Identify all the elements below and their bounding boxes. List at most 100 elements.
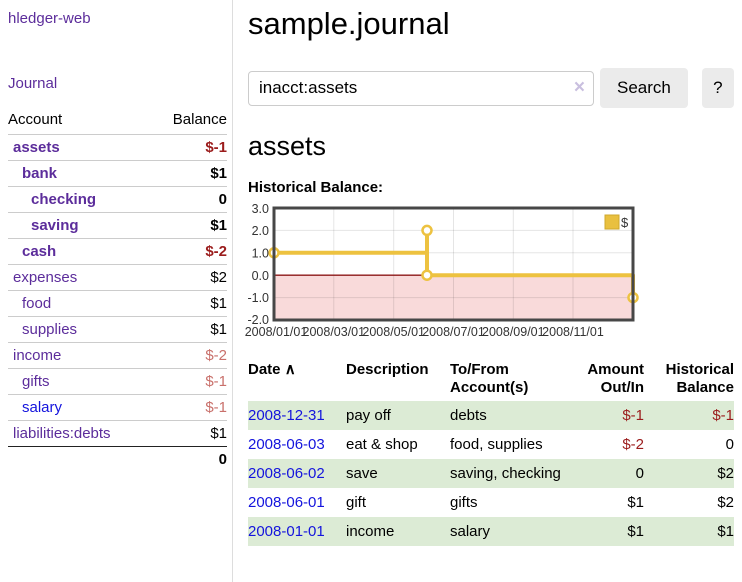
account-balance: $-1	[151, 134, 227, 161]
account-link-expenses[interactable]: expenses	[13, 269, 78, 286]
account-balance: $-1	[151, 368, 227, 395]
transaction-balance: $2	[717, 465, 734, 482]
svg-text:-1.0: -1.0	[247, 291, 269, 305]
svg-text:2008/07/01: 2008/07/01	[422, 325, 485, 339]
transaction-balance: $2	[717, 494, 734, 511]
account-link-salary[interactable]: salary	[22, 399, 63, 416]
account-link-cash[interactable]: cash	[22, 243, 57, 260]
account-row: liabilities:debts $1	[8, 420, 227, 447]
svg-text:2008/11/01: 2008/11/01	[542, 325, 604, 339]
svg-text:2008/09/01: 2008/09/01	[482, 325, 545, 339]
account-balance: $1	[151, 160, 227, 187]
transaction-date-link[interactable]: 2008-06-03	[248, 436, 325, 453]
sort-ascending-icon: ∧	[284, 361, 296, 378]
account-row: salary $-1	[8, 394, 227, 421]
account-row: gifts $-1	[8, 368, 227, 395]
svg-text:2008/03/01: 2008/03/01	[303, 325, 366, 339]
account-row: checking 0	[8, 186, 227, 213]
account-link-income[interactable]: income	[13, 347, 62, 364]
transaction-balance: $1	[717, 523, 734, 540]
account-row: bank $1	[8, 160, 227, 187]
transaction-description: pay off	[346, 407, 391, 424]
transaction-date-link[interactable]: 2008-06-02	[248, 465, 325, 482]
account-row: saving $1	[8, 212, 227, 239]
transaction-amount: 0	[635, 465, 644, 482]
svg-text:2008/05/01: 2008/05/01	[362, 325, 425, 339]
register-header-date[interactable]: Date ∧	[248, 361, 296, 378]
search-button[interactable]: Search	[600, 68, 688, 108]
account-balance: $-2	[151, 342, 227, 369]
search-form: × Search ?	[248, 68, 738, 108]
account-balance: $2	[151, 264, 227, 291]
account-link-gifts[interactable]: gifts	[22, 373, 50, 390]
transaction-balance: $-1	[712, 407, 734, 424]
transaction-accounts: debts	[450, 407, 487, 424]
account-balance: $1	[151, 316, 227, 343]
account-row: cash $-2	[8, 238, 227, 265]
account-balance: $1	[151, 212, 227, 239]
register-row: 2008-01-01 income salary $1 $1	[248, 517, 734, 546]
register-row: 2008-06-03 eat & shop food, supplies $-2…	[248, 430, 734, 459]
legend-label: $	[621, 215, 629, 230]
legend-swatch	[604, 214, 620, 230]
main-content: sample.journal × Search ? assets Histori…	[245, 0, 738, 546]
svg-text:2.0: 2.0	[252, 224, 269, 238]
account-link-assets[interactable]: assets	[13, 139, 60, 156]
clear-search-icon[interactable]: ×	[573, 76, 585, 98]
account-link-saving[interactable]: saving	[31, 217, 79, 234]
account-link-bank[interactable]: bank	[22, 165, 58, 182]
balance-series-markers	[268, 224, 639, 304]
sidebar-item-journal[interactable]: Journal	[8, 75, 58, 92]
account-row: food $1	[8, 290, 227, 317]
register-header-accounts: To/From Account(s)	[450, 361, 529, 396]
transaction-amount: $1	[627, 523, 644, 540]
account-link-food[interactable]: food	[22, 295, 52, 312]
accounts-header-balance: Balance	[172, 111, 227, 128]
account-balance: $1	[151, 420, 227, 447]
svg-text:1.0: 1.0	[252, 247, 269, 261]
account-link-liabilities-debts[interactable]: liabilities:debts	[13, 425, 111, 442]
transaction-description: income	[346, 523, 395, 540]
chart-negative-region	[274, 275, 633, 320]
accounts-table: Account Balance assets $-1 bank $1 checkin…	[8, 107, 227, 472]
transaction-accounts: salary	[450, 523, 491, 540]
help-button[interactable]: ?	[701, 68, 734, 108]
transaction-description: eat & shop	[346, 436, 418, 453]
account-row: expenses $2	[8, 264, 227, 291]
transaction-amount: $-2	[622, 436, 644, 453]
svg-text:0.0: 0.0	[252, 269, 269, 283]
chart-border	[272, 206, 635, 322]
register-row: 2008-12-31 pay off debts $-1 $-1	[248, 401, 734, 430]
search-input[interactable]	[248, 70, 594, 106]
account-link-checking[interactable]: checking	[31, 191, 97, 208]
register-header-row: Date ∧ Description To/From Account(s) Am…	[248, 359, 734, 401]
app-title-link[interactable]: hledger-web	[8, 10, 91, 27]
accounts-total-value: 0	[151, 446, 227, 472]
transaction-description: save	[346, 465, 378, 482]
register-header-balance: Historical Balance	[665, 361, 734, 396]
account-balance: $-2	[151, 238, 227, 265]
transaction-accounts: food, supplies	[450, 436, 543, 453]
transaction-date-link[interactable]: 2008-06-01	[248, 494, 325, 511]
account-heading: assets	[248, 131, 327, 161]
register-row: 2008-06-01 gift gifts $1 $2	[248, 488, 734, 517]
account-balance: $-1	[151, 394, 227, 421]
register-header-description: Description	[346, 361, 429, 378]
transaction-balance: 0	[725, 436, 734, 453]
transaction-description: gift	[346, 494, 367, 511]
sidebar: hledger-web Journal Account Balance asse…	[0, 0, 233, 582]
account-row: income $-2	[8, 342, 227, 369]
svg-text:-2.0: -2.0	[247, 313, 269, 327]
account-row: supplies $1	[8, 316, 227, 343]
transaction-date-link[interactable]: 2008-12-31	[248, 407, 325, 424]
accounts-header-account: Account	[8, 111, 63, 128]
transaction-date-link[interactable]: 2008-01-01	[248, 523, 325, 540]
transaction-amount: $1	[627, 494, 644, 511]
transaction-amount: $-1	[622, 407, 644, 424]
x-axis-labels: 2008/01/01 2008/03/01 2008/05/01 2008/07…	[245, 325, 604, 339]
svg-text:3.0: 3.0	[252, 202, 269, 216]
account-link-supplies[interactable]: supplies	[22, 321, 78, 338]
account-balance: $1	[151, 290, 227, 317]
register-table: Date ∧ Description To/From Account(s) Am…	[248, 359, 734, 546]
register-header-amount: Amount Out/In	[587, 361, 644, 396]
